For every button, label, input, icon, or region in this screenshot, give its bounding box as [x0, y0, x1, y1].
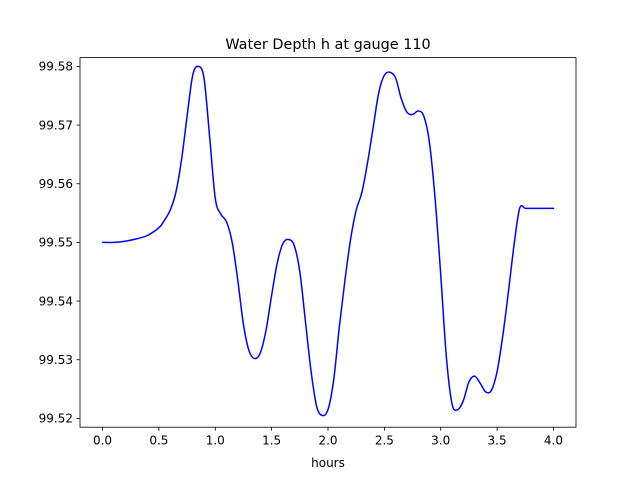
plot-area [101, 65, 555, 417]
y-tick-label: 99.52 [39, 412, 73, 426]
y-tick-label: 99.58 [39, 60, 73, 74]
chart-title: Water Depth h at gauge 110 [225, 37, 430, 53]
y-tick-label: 99.56 [39, 177, 73, 191]
x-tick-label: 4.0 [544, 434, 563, 448]
x-tick-label: 1.0 [206, 434, 225, 448]
x-tick-label: 2.5 [375, 434, 394, 448]
x-tick-label: 1.5 [262, 434, 281, 448]
y-axis: 99.52 99.53 99.54 99.55 99.56 99.57 99.58 [39, 60, 80, 426]
y-tick-label: 99.54 [39, 294, 73, 308]
x-axis-label: hours [311, 456, 345, 470]
x-tick-label: 3.5 [488, 434, 507, 448]
y-tick-label: 99.53 [39, 353, 73, 367]
x-tick-label: 0.0 [93, 434, 112, 448]
series-line-water-depth [101, 65, 555, 417]
x-tick-label: 3.0 [431, 434, 450, 448]
x-axis: 0.0 0.5 1.0 1.5 2.0 2.5 3.0 3.5 4.0 [93, 427, 563, 448]
y-tick-label: 99.57 [39, 118, 73, 132]
x-tick-label: 0.5 [149, 434, 168, 448]
y-tick-label: 99.55 [39, 236, 73, 250]
x-tick-label: 2.0 [318, 434, 337, 448]
